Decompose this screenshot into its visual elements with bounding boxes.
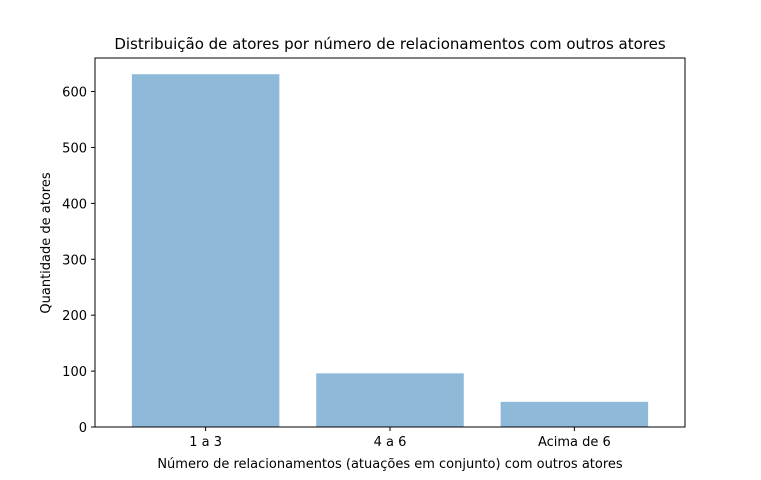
x-tick-label: 4 a 6 — [374, 435, 407, 450]
plot-area — [131, 74, 649, 428]
x-tick-label: Acima de 6 — [538, 435, 611, 450]
bar-2 — [316, 373, 464, 427]
y-tick-label: 0 — [79, 421, 87, 436]
x-axis-ticks: 1 a 3 4 a 6 Acima de 6 — [189, 427, 611, 450]
y-tick-label: 300 — [62, 253, 87, 268]
y-tick-label: 500 — [62, 141, 87, 156]
chart-title: Distribuição de atores por número de rel… — [114, 35, 666, 53]
y-tick-label: 200 — [62, 309, 87, 324]
y-axis-label: Quantidade de atores — [39, 172, 54, 313]
x-axis-label: Número de relacionamentos (atuações em c… — [157, 457, 623, 472]
y-tick-label: 100 — [62, 365, 87, 380]
y-axis-ticks: 0 100 200 300 400 500 600 — [62, 86, 95, 436]
bar-3 — [500, 401, 649, 427]
x-tick-label: 1 a 3 — [189, 435, 222, 450]
y-tick-label: 400 — [62, 197, 87, 212]
y-tick-label: 600 — [62, 86, 87, 101]
bar-1 — [131, 74, 280, 428]
